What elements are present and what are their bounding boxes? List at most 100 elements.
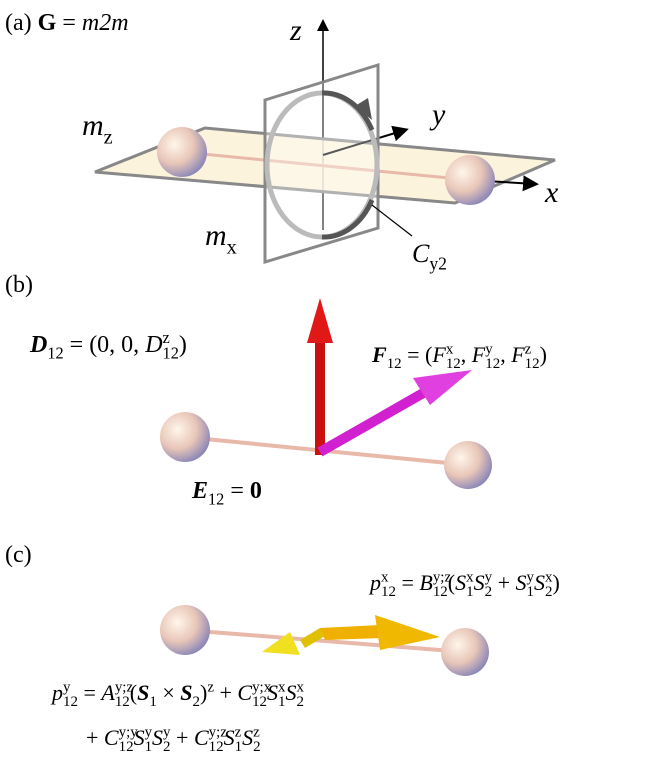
atom bbox=[441, 628, 489, 676]
label-part: 12 bbox=[381, 584, 396, 600]
rotation-arc bbox=[321, 199, 375, 240]
atom bbox=[444, 441, 492, 489]
label-part: y;z bbox=[209, 725, 228, 741]
label-part: = bbox=[56, 10, 82, 36]
label-part: 12 bbox=[485, 356, 500, 372]
label-part: x bbox=[297, 680, 305, 696]
label-part: S bbox=[180, 680, 192, 705]
label-part: S bbox=[152, 725, 163, 750]
label-part: 2 bbox=[545, 584, 552, 600]
p-y-vector bbox=[300, 628, 325, 648]
label-part: x bbox=[466, 570, 474, 586]
label-part: + bbox=[171, 725, 194, 750]
label-part: 12 bbox=[163, 344, 179, 363]
label-part: 1 bbox=[149, 694, 156, 710]
label: (c) bbox=[5, 542, 32, 568]
label-part: + bbox=[86, 725, 104, 750]
label-part: x bbox=[544, 176, 559, 209]
label-part: x bbox=[278, 680, 286, 696]
label-part: x bbox=[545, 570, 553, 586]
label-part: x bbox=[446, 342, 454, 358]
label-part: 1 bbox=[466, 584, 473, 600]
label-part: , bbox=[500, 342, 511, 367]
label-part: 12 bbox=[115, 694, 130, 710]
label-part: 2 bbox=[297, 694, 304, 710]
label-part: m bbox=[82, 109, 104, 142]
label: mx bbox=[205, 219, 237, 258]
label-part: y2 bbox=[429, 253, 447, 273]
f-vector bbox=[317, 387, 428, 457]
label-part: S bbox=[534, 570, 545, 595]
label-part: ) bbox=[552, 570, 559, 595]
label-part: y;z bbox=[115, 680, 134, 696]
label-part: ) bbox=[179, 332, 187, 358]
label-part: = bbox=[396, 570, 419, 595]
label-part: (b) bbox=[5, 272, 33, 298]
label-part: z bbox=[207, 680, 214, 696]
label-part: = bbox=[224, 478, 250, 504]
label-part: F bbox=[510, 342, 525, 367]
label-part: + bbox=[492, 570, 515, 595]
label-part: D bbox=[29, 332, 47, 358]
label-part: (c) bbox=[5, 542, 32, 568]
label-part: 1 bbox=[527, 584, 534, 600]
mirror-plane-x bbox=[263, 62, 380, 265]
label-part: S bbox=[242, 725, 253, 750]
label-part: 2 bbox=[163, 739, 170, 755]
panel-c bbox=[160, 605, 489, 676]
label-part: 12 bbox=[446, 356, 461, 372]
label-part: , bbox=[461, 342, 472, 367]
label: + Cy;y 12Sy 1Sy 2 + Cy;z 12Sz 1Sz 2 bbox=[86, 725, 261, 756]
label-part: F bbox=[471, 342, 486, 367]
label-part: 12 bbox=[433, 584, 448, 600]
label-part: S bbox=[516, 570, 527, 595]
label-part: ) bbox=[540, 342, 547, 367]
atom bbox=[160, 412, 210, 462]
label-part: y;y bbox=[119, 725, 139, 741]
label: z bbox=[289, 14, 302, 47]
label-part: (a) bbox=[5, 10, 38, 36]
rotation-arrow bbox=[355, 98, 372, 120]
label-part: x bbox=[381, 570, 389, 586]
label-part: S bbox=[134, 725, 145, 750]
label: mz bbox=[82, 109, 113, 148]
label-part: z bbox=[525, 342, 532, 358]
label-part: 12 bbox=[387, 356, 402, 372]
label: px 12 = By;z 12(Sx 1Sy 2 + Sy 1Sx 2) bbox=[368, 570, 560, 601]
p-x-vector bbox=[320, 625, 382, 640]
p-x-vector-head bbox=[375, 615, 440, 650]
label-part: C bbox=[104, 725, 119, 750]
label-part: C bbox=[194, 725, 209, 750]
label-part: y bbox=[429, 98, 446, 131]
label-part: m2m bbox=[82, 10, 129, 36]
label-part: C bbox=[412, 239, 430, 268]
label-part: y bbox=[527, 570, 535, 586]
label-part: 1 bbox=[235, 739, 242, 755]
label-part: 12 bbox=[63, 694, 78, 710]
label-part: z bbox=[235, 725, 242, 741]
label-part: 2 bbox=[253, 739, 260, 755]
label-part: = (0, 0, bbox=[64, 332, 146, 358]
label-part: 2 bbox=[485, 584, 492, 600]
label-part: y;x bbox=[252, 680, 272, 696]
bond bbox=[184, 628, 466, 654]
label-part: S bbox=[224, 725, 235, 750]
label: x bbox=[544, 176, 559, 209]
label-part: E bbox=[191, 478, 208, 504]
leader-line bbox=[371, 204, 413, 237]
label-part: 12 bbox=[525, 356, 540, 372]
label-part: z bbox=[289, 14, 302, 47]
label-part: B bbox=[419, 570, 432, 595]
p-y-vector-head bbox=[262, 632, 300, 655]
label-part: = ( bbox=[402, 342, 433, 367]
label-part: 2 bbox=[193, 694, 200, 710]
label-part: y bbox=[145, 725, 153, 741]
f-vector-head bbox=[413, 370, 472, 405]
label-part: S bbox=[455, 570, 466, 595]
label: D12 = (0, 0, Dz 12) bbox=[29, 328, 187, 363]
d-vector-head bbox=[307, 298, 333, 343]
atom bbox=[445, 155, 495, 205]
label-part: G bbox=[38, 10, 57, 36]
label: Cy2 bbox=[412, 239, 447, 273]
